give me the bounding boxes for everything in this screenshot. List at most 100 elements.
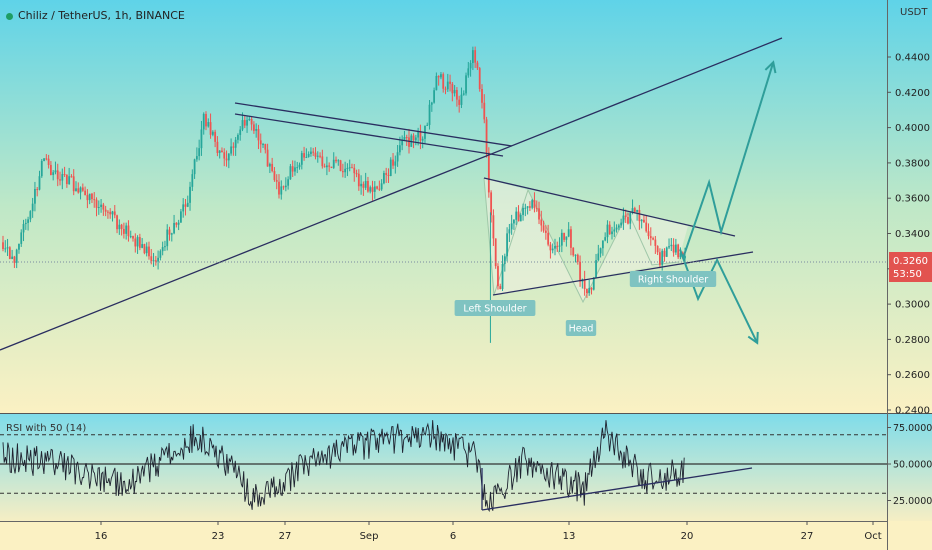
candle-body	[421, 138, 424, 141]
candle-body	[341, 171, 344, 173]
trendline[interactable]	[234, 102, 513, 147]
rsi-trendline[interactable]	[481, 467, 753, 511]
candle-body	[298, 164, 301, 168]
trendline[interactable]	[0, 37, 783, 351]
candle-body	[59, 179, 61, 181]
candle-body	[77, 188, 80, 193]
candle-body	[631, 208, 634, 213]
candle-body	[107, 211, 109, 213]
candle-body	[184, 204, 187, 207]
candle-body	[116, 215, 118, 230]
candle-body	[547, 232, 550, 245]
candle-body	[284, 185, 287, 188]
candle-body	[592, 277, 595, 290]
candle-body	[198, 148, 201, 157]
candle-body	[91, 193, 93, 200]
candle-body	[560, 232, 563, 246]
candle-body	[405, 137, 408, 139]
candle-body	[307, 153, 310, 157]
candle-body	[513, 219, 515, 224]
candle-body	[601, 240, 604, 249]
candle-body	[387, 174, 390, 176]
candle-body	[627, 217, 629, 224]
candle-body	[93, 199, 96, 201]
candle-body	[570, 229, 572, 248]
candle-body	[45, 158, 48, 160]
candle-body	[408, 137, 410, 147]
candle-body	[22, 224, 25, 233]
candle-body	[81, 187, 84, 191]
candle-body	[426, 124, 429, 126]
candle-body	[275, 179, 278, 182]
candle-body	[253, 124, 255, 131]
candle-body	[417, 131, 420, 138]
candle-body	[266, 149, 269, 167]
price-tick-label: 0.2600	[895, 370, 930, 381]
candle-body	[565, 236, 568, 240]
candle-body	[654, 239, 657, 246]
candle-body	[367, 180, 369, 192]
candle-body	[554, 245, 556, 249]
candle-body	[497, 266, 499, 287]
candle-body	[611, 231, 613, 235]
projection-up-path-arrowhead	[764, 60, 777, 74]
candle-body	[371, 187, 374, 192]
right-shoulder-label-bg	[629, 271, 717, 287]
candle-body	[312, 151, 315, 153]
left-shoulder-label-bg	[454, 300, 536, 316]
candle-body	[300, 153, 303, 165]
trendline[interactable]	[234, 113, 504, 157]
candle-body	[376, 186, 378, 189]
candle-body	[640, 219, 643, 222]
trendline[interactable]	[492, 251, 754, 296]
price-tick-label: 0.4400	[895, 53, 930, 64]
candle-body	[613, 229, 616, 232]
candle-body	[332, 159, 335, 168]
candle-body	[232, 146, 235, 148]
candle-body	[262, 144, 264, 146]
candle-body	[186, 202, 189, 207]
candle-body	[68, 176, 71, 185]
candle-body	[257, 129, 260, 141]
candle-body	[330, 166, 333, 168]
candle-body	[456, 89, 458, 100]
candle-body	[56, 170, 59, 180]
candle-body	[586, 288, 588, 294]
candle-body	[339, 160, 342, 172]
candle-body	[310, 151, 312, 154]
candle-body	[469, 63, 472, 69]
candle-body	[595, 260, 597, 278]
rsi-title: RSI with 50 (14)	[6, 423, 87, 434]
candle-body	[141, 244, 144, 248]
candle-body	[483, 102, 486, 120]
candle-body	[243, 120, 246, 126]
candle-body	[223, 152, 226, 159]
candle-body	[414, 137, 417, 141]
candle-body	[522, 207, 524, 215]
candle-body	[583, 279, 586, 289]
candle-countdown: 53:50	[893, 269, 922, 280]
time-tick-label: 27	[279, 531, 292, 542]
candle-body	[383, 173, 385, 184]
candle-body	[478, 68, 481, 90]
candle-body	[264, 144, 267, 150]
candle-body	[494, 238, 497, 267]
candle-body	[501, 263, 504, 289]
candle-body	[460, 94, 463, 105]
candle-body	[211, 131, 214, 135]
candle-body	[218, 150, 221, 153]
candle-body	[576, 254, 579, 262]
candle-body	[13, 256, 16, 263]
candle-body	[75, 188, 77, 192]
candle-body	[173, 222, 175, 234]
candle-body	[303, 153, 305, 158]
head-label-bg	[565, 320, 597, 336]
candle-body	[273, 171, 276, 180]
candle-body	[551, 248, 554, 251]
projection-up-path[interactable]	[682, 62, 775, 259]
candle-body	[396, 152, 399, 162]
symbol-title: Chiliz / TetherUS, 1h, BINANCE	[18, 9, 185, 22]
right-shoulder-label: Right Shoulder	[638, 275, 708, 286]
